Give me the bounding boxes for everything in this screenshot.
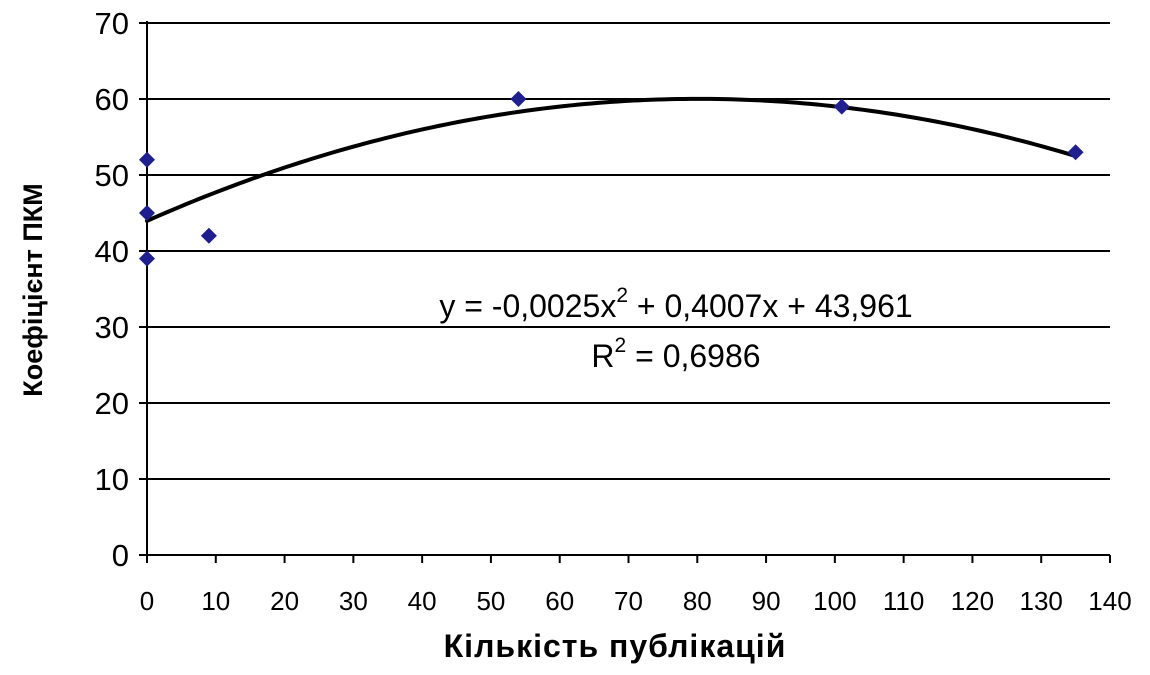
y-tick-label: 30 [95, 310, 129, 345]
x-tick-label: 100 [813, 586, 856, 616]
data-point [510, 91, 527, 107]
y-tick-label: 0 [112, 538, 129, 573]
data-point [833, 98, 850, 115]
x-tick-label: 20 [270, 586, 299, 616]
equation-prefix: y = -0,0025x [439, 288, 616, 324]
x-tick-labels: 0 10 20 30 40 50 60 70 80 90 100 110 120 130 140 [140, 586, 1132, 616]
x-tick-label: 50 [476, 586, 505, 616]
x-tick-label: 60 [545, 586, 574, 616]
trendline-r-squared: R2 = 0,6986 [591, 334, 760, 374]
r2-suffix: = 0,6986 [626, 338, 760, 374]
trendline-group [145, 96, 1078, 223]
trendline [145, 96, 1078, 223]
data-point [1067, 144, 1084, 161]
r2-power: 2 [615, 334, 627, 357]
y-tick-label: 50 [95, 158, 129, 193]
x-tick-label: 110 [883, 586, 924, 616]
x-tick-label: 120 [951, 586, 994, 616]
data-points [139, 91, 1084, 267]
x-tick-label: 130 [1020, 586, 1063, 616]
data-point [139, 151, 155, 168]
x-tick-label: 30 [339, 586, 368, 616]
y-tick-label: 70 [95, 6, 129, 41]
x-tick-label: 10 [201, 586, 230, 616]
equation-suffix: + 0,4007x + 43,961 [628, 288, 913, 324]
x-tick-label: 40 [408, 586, 437, 616]
y-tick-label: 40 [95, 234, 129, 269]
x-axis-title: Кількість публікацій [444, 628, 787, 664]
y-tick-label: 60 [95, 82, 129, 117]
data-point [139, 205, 155, 221]
y-tick-label: 20 [95, 386, 129, 421]
x-tick-label: 80 [683, 586, 712, 616]
gridlines [147, 22, 1110, 480]
x-tick-label: 140 [1088, 586, 1131, 616]
axes [139, 21, 1111, 563]
x-tick-label: 90 [752, 586, 781, 616]
x-tick-label: 70 [614, 586, 643, 616]
data-point [200, 227, 217, 244]
x-tick-label: 0 [140, 586, 154, 616]
r2-prefix: R [591, 338, 614, 374]
equation-power: 2 [616, 284, 628, 307]
y-tick-label: 10 [95, 462, 129, 497]
trendline-equation: y = -0,0025x2 + 0,4007x + 43,961 [439, 284, 912, 324]
y-axis-title: Коефіцієнт ПКМ [18, 183, 48, 397]
y-tick-labels: 0 10 20 30 40 50 60 70 [95, 6, 129, 573]
data-point [139, 250, 155, 267]
